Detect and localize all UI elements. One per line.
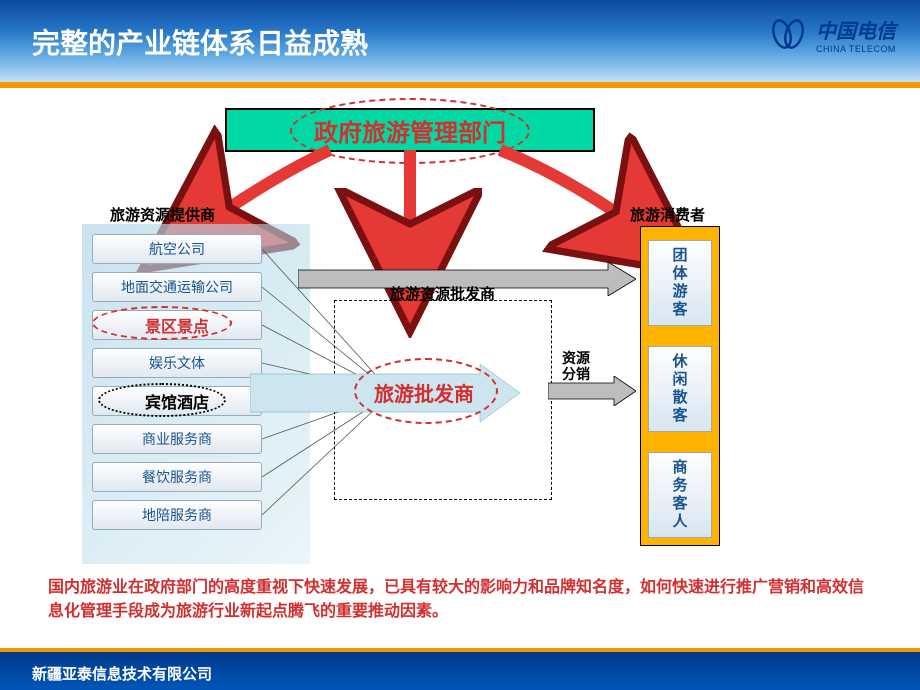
supplier-item: 商业服务商 <box>92 424 262 454</box>
supplier-item: 地陪服务商 <box>92 500 262 530</box>
slide-title: 完整的产业链体系日益成熟 <box>32 22 368 62</box>
consumer-business: 商务客人 <box>648 452 712 538</box>
supplier-item: 娱乐文体 <box>92 348 262 378</box>
consumer-label: 商务客人 <box>672 459 687 531</box>
consumers-label: 旅游消费者 <box>630 204 705 225</box>
supplier-item-hotel: 宾馆酒店 <box>92 386 262 416</box>
footer-company: 新疆亚泰信息技术有限公司 <box>0 652 920 684</box>
logo-en: CHINA TELECOM <box>816 44 896 54</box>
distribution-label: 资源 分销 <box>562 350 590 382</box>
telecom-icon <box>768 14 808 54</box>
summary-text: 国内旅游业在政府部门的高度重视下快速发展，已具有较大的影响力和品牌知名度，如何快… <box>48 576 872 624</box>
supplier-item: 地面交通运输公司 <box>92 272 262 302</box>
supplier-list: 航空公司 地面交通运输公司 景区景点 娱乐文体 宾馆酒店 商业服务商 餐饮服务商… <box>92 234 262 538</box>
supplier-item: 航空公司 <box>92 234 262 264</box>
slide-header: 完整的产业链体系日益成熟 中国电信 CHINA TELECOM <box>0 0 920 88</box>
industry-chain-diagram: 政府旅游管理部门 旅游资源提供商 旅游消费者 航空公司 地面交通运输公司 景区景… <box>0 88 920 648</box>
logo-cn: 中国电信 <box>816 15 896 44</box>
consumer-leisure: 休闲散客 <box>648 346 712 432</box>
slide-footer: 新疆亚泰信息技术有限公司 <box>0 648 920 690</box>
supplier-item-scenic: 景区景点 <box>92 310 262 340</box>
consumer-label: 团体游客 <box>672 247 687 319</box>
wholesaler-label: 旅游批发商 <box>374 378 474 407</box>
supplier-item: 餐饮服务商 <box>92 462 262 492</box>
company-logo: 中国电信 CHINA TELECOM <box>768 14 896 54</box>
consumer-group: 团体游客 <box>648 240 712 326</box>
consumer-label: 休闲散客 <box>672 353 687 425</box>
